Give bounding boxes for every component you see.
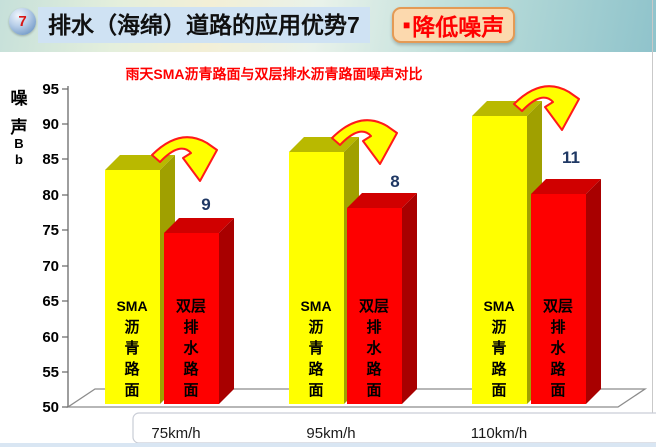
bar-label: 水: [366, 339, 382, 357]
slide-number-bubble: 7: [9, 8, 36, 35]
page-title: 排水（海绵）道路的应用优势7: [38, 7, 370, 43]
bar-drain-side-face: [586, 179, 601, 404]
y-axis-title-char: 噪: [11, 89, 29, 108]
tick-label: 95: [42, 81, 59, 98]
bar-drain-front-face: [347, 208, 402, 404]
bar-drain-top-face: [347, 193, 417, 208]
bar-label: 青: [124, 339, 139, 357]
y-axis-title-char: b: [15, 152, 23, 167]
bar-label: 路: [491, 360, 507, 378]
bar-drain-top-face: [531, 179, 601, 194]
tick-label: 55: [42, 364, 59, 381]
tick-label: 70: [42, 258, 59, 275]
tick-label: 90: [42, 116, 59, 133]
tick-label: 80: [42, 187, 59, 204]
bar-group-75kmh: SMA 沥 青 路 面 双层 排 水 路 面 9: [105, 136, 234, 404]
bar-label: 排: [183, 318, 198, 336]
bar-drain-front-face: [164, 233, 219, 404]
bar-drain-side-face: [219, 218, 234, 404]
bar-sma-75: SMA 沥 青 路 面: [105, 155, 175, 404]
bar-label: 路: [183, 360, 199, 378]
y-axis-tickmarks: [62, 88, 68, 408]
x-axis-category: 95km/h: [306, 425, 355, 442]
bar-sma-front-face: [289, 152, 344, 404]
badge-label: 降低噪声: [412, 14, 505, 40]
bar-group-95kmh: SMA 沥 青 路 面 双层 排 水 路 面 8: [289, 119, 417, 404]
bar-sma-front-face: [105, 170, 160, 404]
y-axis-title-char: B: [14, 136, 23, 151]
diff-value: 11: [562, 148, 580, 167]
bar-label: 水: [183, 339, 199, 357]
bar-label: 路: [124, 360, 140, 378]
x-axis-category: 75km/h: [151, 425, 200, 442]
x-axis-category: 110km/h: [471, 425, 527, 442]
bar-label: 面: [124, 382, 139, 399]
bar-group-110kmh: SMA 沥 青 路 面 双层 排 水 路 面 11: [472, 85, 601, 404]
bar-drain-95: 双层 排 水 路 面: [347, 193, 417, 404]
bar-label: 沥: [308, 319, 323, 336]
bar-label: 路: [308, 360, 324, 378]
chart-title: 雨天SMA沥青路面与双层排水沥青路面噪声对比: [125, 66, 422, 82]
bar-label: 面: [491, 382, 506, 399]
bar-label: 面: [308, 382, 323, 399]
bar-label: 排: [366, 318, 381, 336]
bar-label: 沥: [124, 319, 139, 336]
bar-label: 路: [366, 360, 382, 378]
badge-square-icon: ■: [403, 18, 411, 32]
tick-label: 65: [42, 293, 59, 310]
bar-label: SMA: [483, 298, 514, 314]
tick-label: 60: [42, 329, 59, 346]
bar-label: 面: [366, 382, 381, 399]
bar-label: 沥: [491, 319, 506, 336]
bar-label: 排: [550, 318, 565, 336]
tick-label: 85: [42, 151, 59, 168]
slide-number: 7: [18, 13, 27, 30]
diff-value: 9: [201, 195, 210, 214]
bar-drain-side-face: [402, 193, 417, 404]
bar-label: 双层: [359, 298, 389, 315]
bar-label: 水: [550, 339, 566, 357]
tick-label: 75: [42, 222, 59, 239]
bar-label: 面: [550, 382, 565, 399]
diff-value: 8: [390, 172, 399, 191]
y-axis-title-char: 声: [10, 117, 28, 137]
y-axis-title: 噪 声 B b: [10, 89, 29, 167]
bar-label: SMA: [300, 298, 331, 314]
bar-sma-front-face: [472, 116, 527, 404]
bar-label: SMA: [116, 298, 147, 314]
bar-drain-110: 双层 排 水 路 面: [531, 179, 601, 404]
bar-label: 双层: [543, 298, 573, 315]
slide-right-border: [652, 0, 653, 447]
tick-label: 50: [42, 399, 59, 416]
bar-label: 路: [550, 360, 566, 378]
bar-label: 面: [183, 382, 198, 399]
topic-badge: ■ 降低噪声: [392, 7, 516, 43]
bar-label: 青: [491, 339, 506, 357]
bar-label: 青: [308, 339, 323, 357]
x-axis-strip: [132, 412, 656, 444]
bar-label: 双层: [176, 298, 206, 315]
y-axis-tick-labels: 95 90 85 80 75 70 65 60 55 50: [42, 81, 59, 416]
bottom-band: [0, 443, 656, 447]
bar-drain-front-face: [531, 194, 586, 404]
bar-drain-top-face: [164, 218, 234, 233]
bar-drain-75: 双层 排 水 路 面: [164, 218, 234, 404]
